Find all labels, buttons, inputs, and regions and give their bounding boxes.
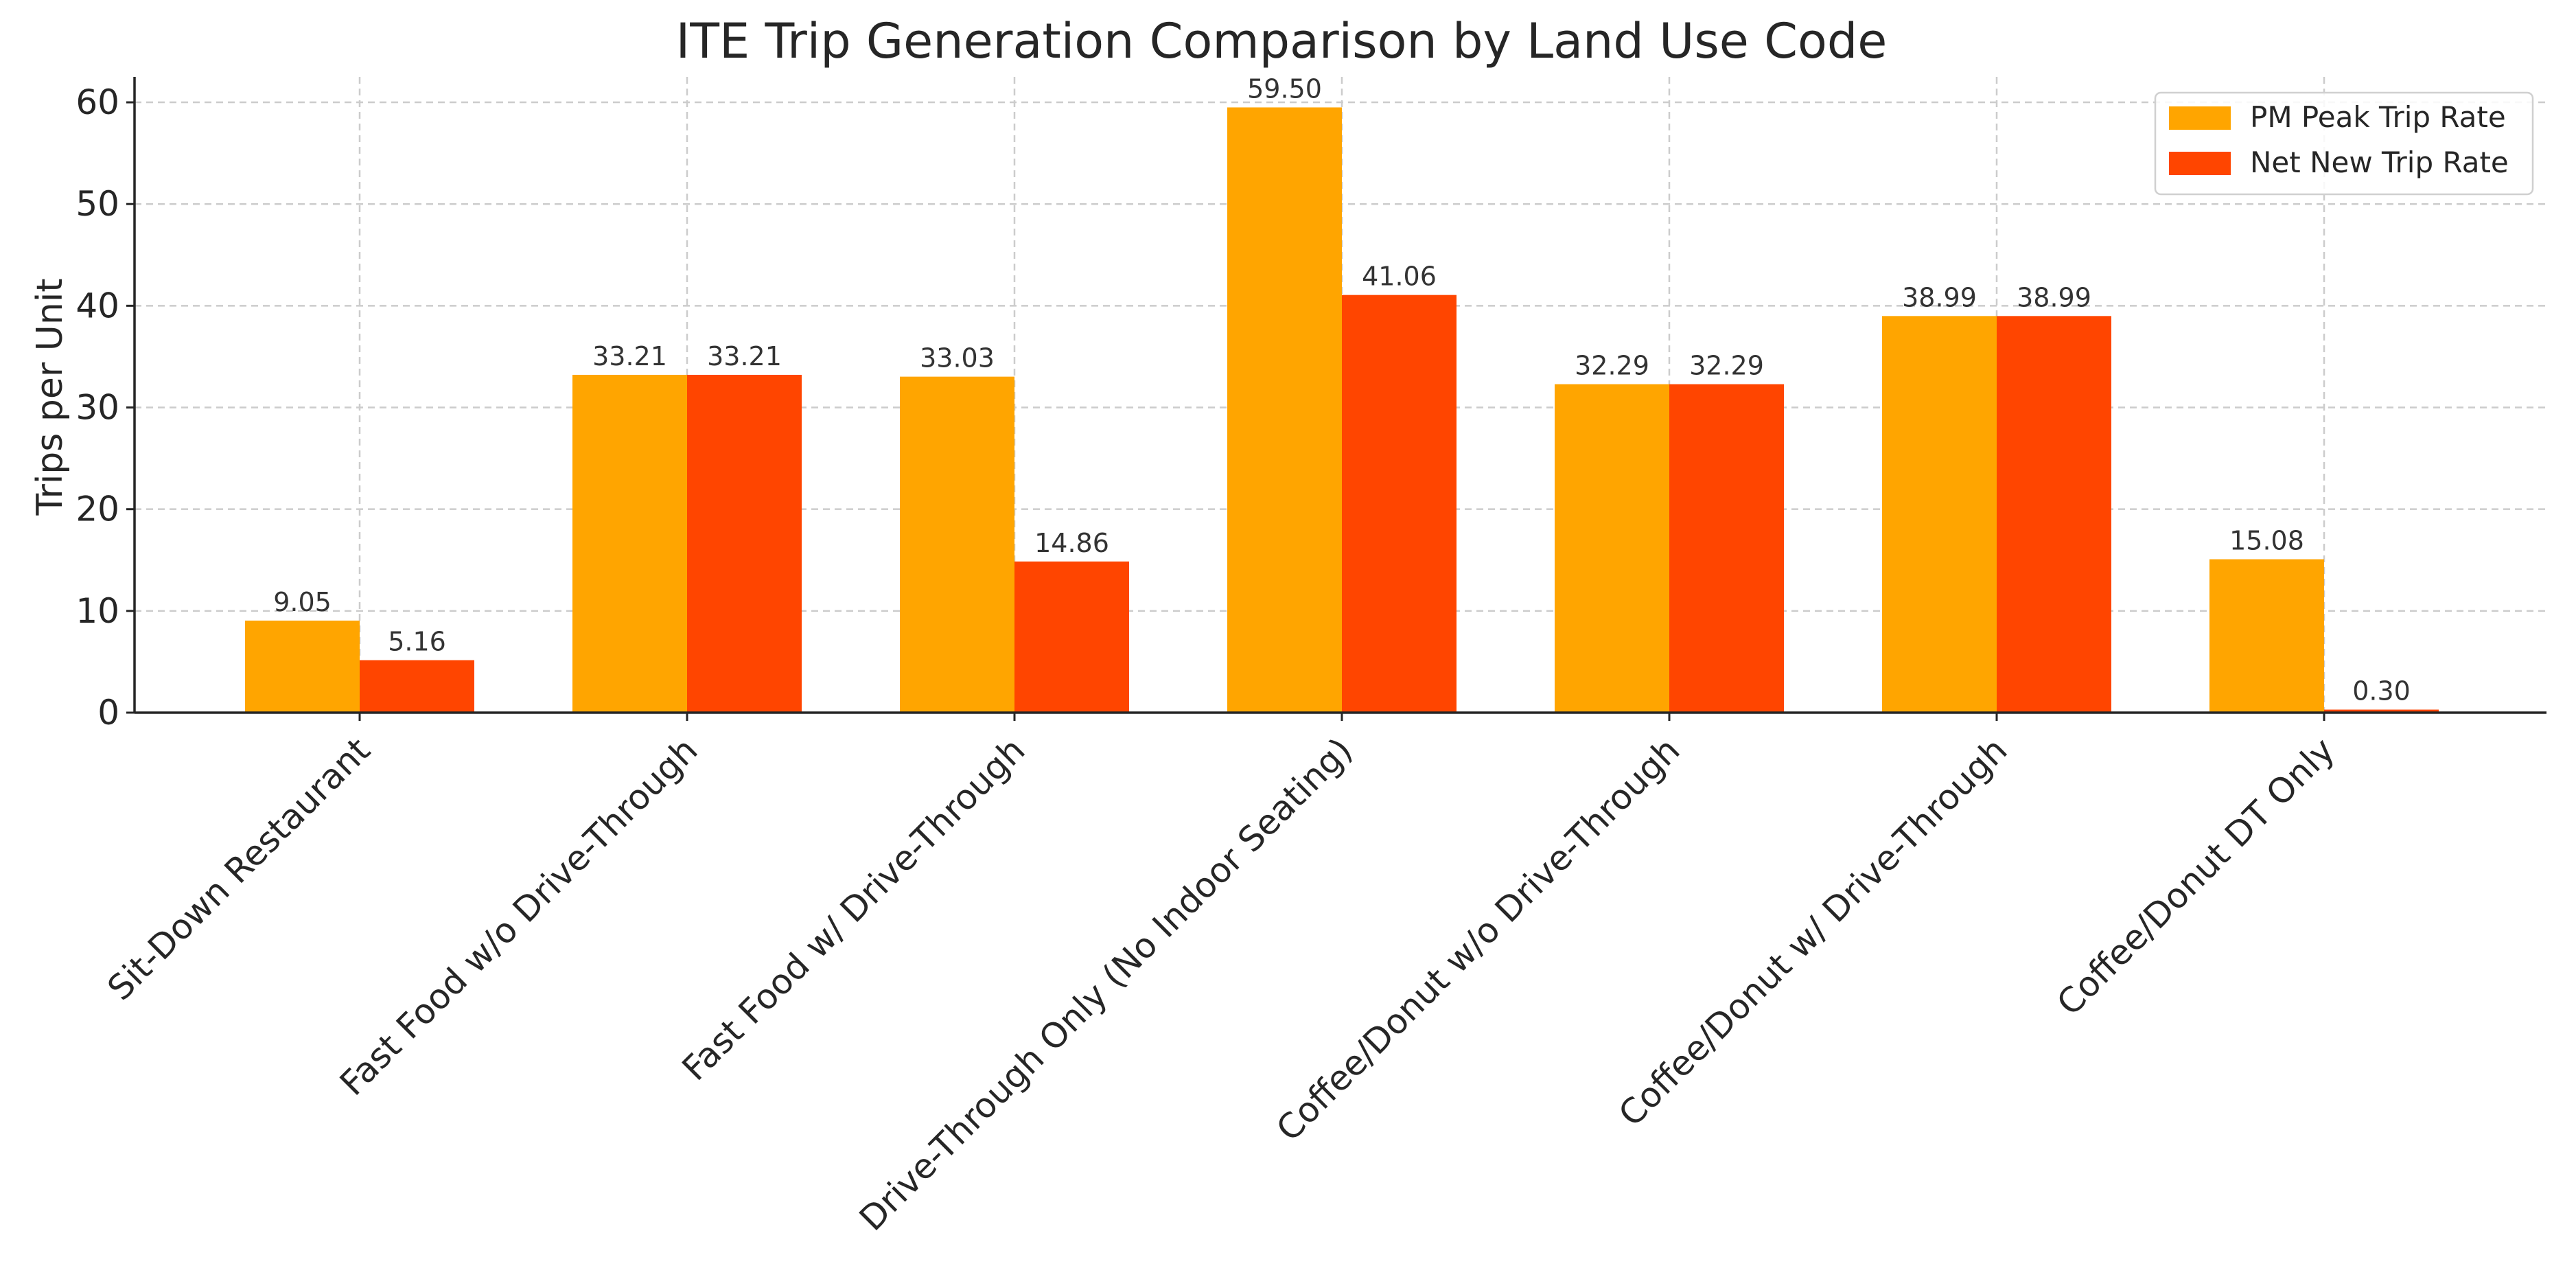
- data-label: 33.21: [707, 341, 782, 371]
- bar-pm-peak-6: [2209, 559, 2324, 713]
- bar-net-new-4: [1669, 384, 1784, 713]
- bar-net-new-3: [1342, 295, 1457, 713]
- bar-net-new-1: [687, 374, 802, 713]
- data-label: 33.03: [920, 343, 995, 373]
- data-label: 38.99: [2017, 282, 2091, 312]
- data-label: 41.06: [1362, 262, 1437, 292]
- y-tick-label: 10: [76, 591, 119, 631]
- legend-box: [2154, 91, 2534, 196]
- data-label: 9.05: [273, 587, 332, 617]
- data-label: 59.50: [1247, 73, 1322, 104]
- legend-swatch: [2169, 152, 2231, 175]
- bar-net-new-2: [1014, 561, 1129, 713]
- chart-title: ITE Trip Generation Comparison by Land U…: [676, 13, 1888, 69]
- data-label: 14.86: [1034, 528, 1109, 558]
- data-label: 5.16: [388, 627, 446, 657]
- legend-entry: PM Peak Trip Rate: [2250, 100, 2506, 134]
- bar-pm-peak-1: [572, 374, 687, 713]
- y-tick-label: 0: [97, 693, 119, 733]
- data-label: 0.30: [2352, 676, 2411, 706]
- bars-group: 9.05 33.21 33.03 59.50 32.29 38.99 15.08 5.16 33…: [245, 73, 2439, 713]
- data-label: 32.29: [1689, 351, 1764, 381]
- legend: PM Peak Trip Rate Net New Trip Rate: [2154, 91, 2534, 196]
- bar-pm-peak-4: [1555, 384, 1669, 713]
- legend-entry: Net New Trip Rate: [2250, 146, 2509, 179]
- y-tick-label: 40: [76, 286, 119, 325]
- data-label: 15.08: [2229, 526, 2304, 556]
- data-label: 32.29: [1575, 351, 1649, 381]
- bar-pm-peak-5: [1882, 316, 1997, 713]
- data-label: 33.21: [592, 341, 667, 371]
- bar-net-new-0: [360, 660, 474, 713]
- legend-swatch: [2169, 106, 2231, 130]
- bar-pm-peak-0: [245, 620, 360, 713]
- bar-pm-peak-2: [900, 376, 1014, 713]
- y-axis-label: Trips per Unit: [30, 278, 71, 516]
- bar-net-new-6: [2324, 709, 2439, 713]
- y-tick-label: 60: [76, 82, 119, 122]
- bar-pm-peak-3: [1227, 107, 1342, 713]
- bar-net-new-5: [1997, 316, 2111, 713]
- y-tick-label: 50: [76, 184, 119, 224]
- y-tick-label: 20: [76, 490, 119, 529]
- data-label: 38.99: [1902, 282, 1977, 312]
- y-tick-label: 30: [76, 388, 119, 428]
